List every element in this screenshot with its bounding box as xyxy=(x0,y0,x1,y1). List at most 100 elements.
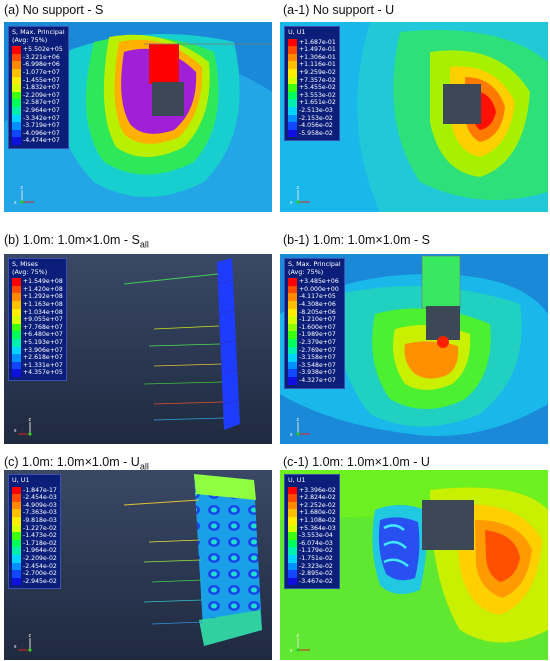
legend-value: -2.945e-02 xyxy=(23,577,57,585)
legend-b1: S, Max. Principal (Avg: 75%) +3.485e+06 +… xyxy=(284,258,345,389)
legend-value: +9.259e-02 xyxy=(299,68,336,76)
legend-row: -1.179e-02 xyxy=(288,547,336,555)
legend-row: -1.989e+07 xyxy=(288,331,341,339)
legend-swatch xyxy=(288,106,297,115)
legend-swatch xyxy=(12,577,21,586)
legend-row: +1.549e+08 xyxy=(12,278,63,286)
caption-c: (c) 1.0m: 1.0m×1.0m - Uall xyxy=(4,455,149,472)
legend-swatch xyxy=(12,76,21,85)
legend-value: -2.700e-02 xyxy=(23,570,57,578)
legend-swatch xyxy=(288,376,297,385)
panel-b1: S, Max. Principal (Avg: 75%) +3.485e+06 +… xyxy=(280,254,548,444)
legend-value: -2.323e-02 xyxy=(299,562,333,570)
legend-swatch xyxy=(12,68,21,77)
axis-x-label: x xyxy=(14,200,17,206)
legend-swatch xyxy=(288,99,297,107)
legend-swatch xyxy=(288,331,297,339)
axis-z-label: z xyxy=(297,185,300,191)
legend-value: -1.473e-02 xyxy=(23,532,57,540)
legend-value: -2.379e+07 xyxy=(299,338,336,346)
legend-value: +1.108e-02 xyxy=(299,516,336,524)
legend-swatch xyxy=(288,577,297,586)
legend-value: +2.252e-02 xyxy=(299,501,336,509)
legend-row: -3.158e+07 xyxy=(288,354,341,362)
legend-value: -1.718e-02 xyxy=(23,539,57,547)
legend-value: +5.193e+07 xyxy=(23,338,63,346)
legend-swatch xyxy=(288,76,297,85)
legend-value: -3.719e+07 xyxy=(23,122,60,130)
axis-z-label: z xyxy=(29,417,32,423)
legend-value: +7.768e+07 xyxy=(23,323,63,331)
axis-triad-icon: z x xyxy=(290,417,310,438)
legend-value: -3.467e-02 xyxy=(299,577,333,585)
legend-swatch xyxy=(12,61,21,69)
legend-value: -4.056e-02 xyxy=(299,122,333,130)
axis-triad-icon: z x xyxy=(290,633,310,654)
legend-swatch xyxy=(288,547,297,555)
caption-a1: (a-1) No support - U xyxy=(283,3,395,17)
legend-row: +1.420e+08 xyxy=(12,285,63,294)
legend-swatch xyxy=(12,323,21,332)
legend-row: +2.618e+07 xyxy=(12,354,63,362)
axis-x-label: x xyxy=(14,428,17,434)
legend-value: +5.364e-03 xyxy=(299,524,336,532)
legend-row: +1.651e-02 xyxy=(288,99,336,107)
legend-swatch xyxy=(288,129,297,138)
legend-row: -2.379e+07 xyxy=(288,338,341,347)
legend-row: +1.687e-01 xyxy=(288,38,336,47)
legend-value: -2.454e-03 xyxy=(23,494,57,502)
legend-swatch xyxy=(288,323,297,332)
legend-value: +1.497e-01 xyxy=(299,46,336,54)
contour-plot-a xyxy=(4,22,272,212)
legend-swatch xyxy=(12,278,21,286)
legend-title: U, U1 xyxy=(288,476,306,484)
legend-value: +3.906e+07 xyxy=(23,346,63,354)
legend-row: +3.396e-02 xyxy=(288,486,336,495)
legend-row: +4.357e+05 xyxy=(12,369,63,377)
legend-value: -2.769e+07 xyxy=(299,346,336,354)
legend-row: -6.074e-03 xyxy=(288,539,336,548)
legend-swatch xyxy=(288,61,297,69)
legend-subtitle: (Avg: 75%) xyxy=(12,35,48,44)
axis-x-label: x xyxy=(290,648,293,654)
legend-value: -2.209e-02 xyxy=(23,554,57,562)
legend-swatch xyxy=(12,532,21,540)
legend-row: -8.205e+06 xyxy=(288,308,341,317)
axis-z-label: z xyxy=(29,633,32,639)
legend-row: -3.719e+07 xyxy=(12,122,65,130)
axis-z-label: z xyxy=(297,417,300,423)
legend-value: -2.209e+07 xyxy=(23,91,60,99)
legend-row: +3.553e-02 xyxy=(288,91,336,100)
legend-row: +2.252e-02 xyxy=(288,501,336,510)
legend-swatch xyxy=(12,369,21,377)
legend-row: -2.587e+07 xyxy=(12,99,65,107)
axis-x-label: x xyxy=(290,200,293,206)
legend-value: +1.306e-01 xyxy=(299,53,336,61)
legend-swatch xyxy=(288,278,297,286)
legend-value: +5.455e-02 xyxy=(299,84,336,92)
legend-row: -4.096e+07 xyxy=(12,129,65,138)
legend-title: S, Max. Principal xyxy=(288,260,341,268)
legend-value: -3.158e+07 xyxy=(299,354,336,362)
legend-swatch xyxy=(12,106,21,115)
caption-c1: (c-1) 1.0m: 1.0m×1.0m - U xyxy=(283,455,430,469)
legend-swatch xyxy=(12,99,21,107)
legend-swatch xyxy=(288,114,297,123)
legend-swatch xyxy=(12,53,21,62)
legend-swatch xyxy=(288,516,297,525)
legend-swatch xyxy=(12,338,21,347)
legend-swatch xyxy=(12,516,21,525)
legend-value: -2.513e-03 xyxy=(299,106,333,114)
legend-row: +1.292e+08 xyxy=(12,293,63,301)
legend-swatch xyxy=(288,554,297,563)
legend-row: +3.485e+06 xyxy=(288,278,341,286)
legend-row: +5.364e-03 xyxy=(288,524,336,533)
legend-row: -3.467e-02 xyxy=(288,577,336,586)
legend-row: +1.163e+08 xyxy=(12,300,63,309)
legend-swatch xyxy=(288,91,297,100)
axis-z-label: z xyxy=(21,185,24,191)
legend-value: -1.600e+07 xyxy=(299,323,336,331)
legend-row: -2.209e+07 xyxy=(12,91,65,100)
legend-value: +1.687e-01 xyxy=(299,38,336,46)
legend-row: -1.847e-17 xyxy=(12,486,57,495)
